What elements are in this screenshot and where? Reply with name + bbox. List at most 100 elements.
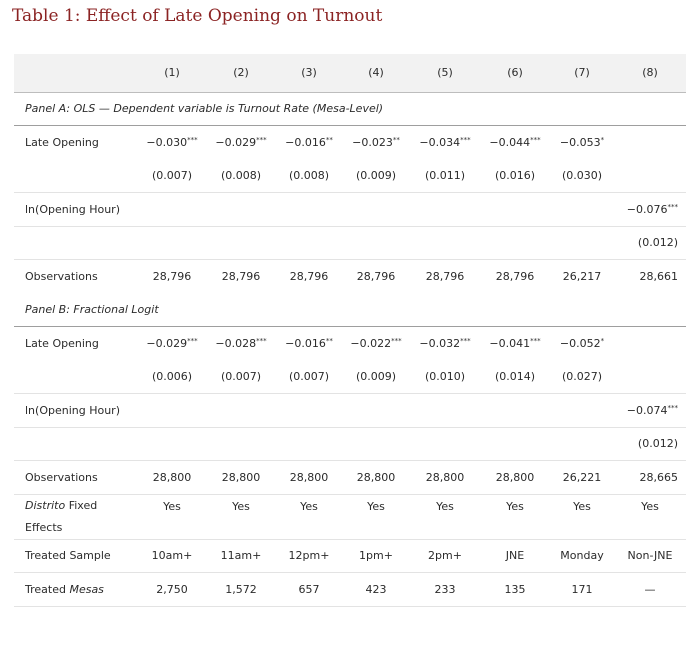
panel-b-late-opening-se-row: (0.006) (0.007) (0.007) (0.009) (0.010) … bbox=[14, 360, 686, 394]
fe-cell: Yes bbox=[138, 494, 206, 540]
obs-cell: 28,800 bbox=[276, 460, 342, 495]
row-label: Late Opening bbox=[25, 136, 99, 149]
panel-a-heading-row: Panel A: OLS — Dependent variable is Tur… bbox=[14, 92, 686, 126]
coef-cell: −0.028*** bbox=[215, 337, 267, 350]
sample-cell: JNE bbox=[480, 539, 550, 573]
se-cell-empty bbox=[614, 159, 686, 193]
mesas-cell: 135 bbox=[480, 572, 550, 607]
mesas-cell: 1,572 bbox=[206, 572, 276, 607]
obs-cell: 28,796 bbox=[289, 270, 329, 283]
table-title: Table 1: Effect of Late Opening on Turno… bbox=[12, 6, 383, 26]
panel-a-observations-row: Observations 28,796 28,796 28,796 28,796… bbox=[14, 260, 686, 294]
sample-cell: Monday bbox=[550, 539, 614, 573]
row-label: Late Opening bbox=[25, 337, 99, 350]
coef-cell: −0.016** bbox=[285, 136, 333, 149]
obs-cell: 28,796 bbox=[221, 270, 261, 283]
treated-mesas-row: Treated Mesas 2,750 1,572 657 423 233 13… bbox=[14, 572, 686, 607]
panel-b-ln-hour-row: ln(Opening Hour) −0.074*** bbox=[14, 393, 686, 428]
coef-cell: −0.016** bbox=[285, 337, 333, 350]
coef-cell: −0.023** bbox=[352, 136, 400, 149]
panel-b-heading-row: Panel B: Fractional Logit bbox=[14, 293, 686, 327]
se-cell: (0.007) bbox=[276, 360, 342, 394]
se-cell: (0.007) bbox=[206, 360, 276, 394]
sample-cell: 10am+ bbox=[138, 539, 206, 573]
coef-cell-empty bbox=[614, 327, 686, 361]
row-label: Treated Mesas bbox=[14, 572, 138, 607]
fe-cell: Yes bbox=[614, 494, 686, 540]
coef-cell: −0.053* bbox=[559, 136, 605, 149]
fe-cell: Yes bbox=[550, 494, 614, 540]
mesas-cell: 423 bbox=[342, 572, 410, 607]
obs-cell: 28,796 bbox=[152, 270, 192, 283]
sample-cell: 2pm+ bbox=[410, 539, 480, 573]
column-header: (3) bbox=[276, 54, 342, 93]
column-header: (5) bbox=[410, 54, 480, 93]
coef-cell: −0.022*** bbox=[350, 337, 402, 350]
se-cell: (0.008) bbox=[206, 159, 276, 193]
coef-cell: −0.074*** bbox=[614, 393, 686, 428]
se-cell: (0.014) bbox=[480, 360, 550, 394]
results-table: (1) (2) (3) (4) (5) (6) (7) (8) Panel A:… bbox=[14, 54, 686, 607]
row-label: Treated Sample bbox=[14, 539, 138, 573]
obs-cell: 28,796 bbox=[495, 270, 535, 283]
column-header: (6) bbox=[480, 54, 550, 93]
obs-cell: 28,661 bbox=[639, 270, 679, 283]
column-header: (8) bbox=[614, 54, 686, 93]
mesas-cell: — bbox=[614, 572, 686, 607]
coef-cell: −0.076*** bbox=[614, 192, 686, 227]
row-label: ln(Opening Hour) bbox=[14, 192, 138, 227]
se-cell: (0.009) bbox=[342, 360, 410, 394]
header-row: (1) (2) (3) (4) (5) (6) (7) (8) bbox=[14, 54, 686, 93]
obs-cell: 28,800 bbox=[206, 460, 276, 495]
sample-cell: 1pm+ bbox=[342, 539, 410, 573]
se-cell: (0.030) bbox=[550, 159, 614, 193]
panel-a-ln-hour-row: ln(Opening Hour) −0.076*** bbox=[14, 192, 686, 227]
obs-cell: 26,217 bbox=[562, 270, 602, 283]
fe-cell: Yes bbox=[276, 494, 342, 540]
header-blank bbox=[14, 54, 138, 93]
mesas-cell: 171 bbox=[550, 572, 614, 607]
column-header: (7) bbox=[550, 54, 614, 93]
coef-cell: −0.041*** bbox=[489, 337, 541, 350]
sample-cell: Non-JNE bbox=[614, 539, 686, 573]
sample-cell: 12pm+ bbox=[276, 539, 342, 573]
panel-b-late-opening-row: Late Opening −0.029*** −0.028*** −0.016*… bbox=[14, 327, 686, 361]
column-header: (4) bbox=[342, 54, 410, 93]
se-cell: (0.011) bbox=[410, 159, 480, 193]
coef-cell: −0.030*** bbox=[146, 136, 198, 149]
panel-a-heading: Panel A: OLS — Dependent variable is Tur… bbox=[14, 92, 686, 126]
coef-cell: −0.029*** bbox=[146, 337, 198, 350]
row-label: Distrito Fixed Effects bbox=[14, 494, 138, 540]
row-label: ln(Opening Hour) bbox=[14, 393, 138, 428]
fe-cell: Yes bbox=[206, 494, 276, 540]
coef-cell: −0.034*** bbox=[419, 136, 471, 149]
distrito-fe-row: Distrito Fixed Effects Yes Yes Yes Yes Y… bbox=[14, 494, 686, 540]
se-cell: (0.008) bbox=[276, 159, 342, 193]
obs-cell: 28,800 bbox=[342, 460, 410, 495]
treated-sample-row: Treated Sample 10am+ 11am+ 12pm+ 1pm+ 2p… bbox=[14, 539, 686, 573]
obs-cell: 28,665 bbox=[614, 460, 686, 495]
coef-cell: −0.044*** bbox=[489, 136, 541, 149]
fe-cell: Yes bbox=[342, 494, 410, 540]
mesas-cell: 657 bbox=[276, 572, 342, 607]
se-cell: (0.009) bbox=[342, 159, 410, 193]
coef-cell-empty bbox=[614, 126, 686, 160]
panel-a-late-opening-se-row: (0.007) (0.008) (0.008) (0.009) (0.011) … bbox=[14, 159, 686, 193]
mesas-cell: 2,750 bbox=[138, 572, 206, 607]
row-label: Observations bbox=[25, 270, 98, 283]
se-cell: (0.010) bbox=[410, 360, 480, 394]
column-header: (1) bbox=[138, 54, 206, 93]
coef-cell: −0.032*** bbox=[419, 337, 471, 350]
se-cell: (0.016) bbox=[480, 159, 550, 193]
se-cell: (0.027) bbox=[550, 360, 614, 394]
obs-cell: 26,221 bbox=[550, 460, 614, 495]
panel-b-ln-hour-se-row: (0.012) bbox=[14, 427, 686, 461]
se-cell: (0.012) bbox=[614, 427, 686, 461]
panel-b-observations-row: Observations 28,800 28,800 28,800 28,800… bbox=[14, 460, 686, 495]
fe-cell: Yes bbox=[410, 494, 480, 540]
row-label-empty bbox=[14, 159, 138, 193]
coef-cell: −0.029*** bbox=[215, 136, 267, 149]
sample-cell: 11am+ bbox=[206, 539, 276, 573]
se-cell: (0.007) bbox=[138, 159, 206, 193]
column-header: (2) bbox=[206, 54, 276, 93]
